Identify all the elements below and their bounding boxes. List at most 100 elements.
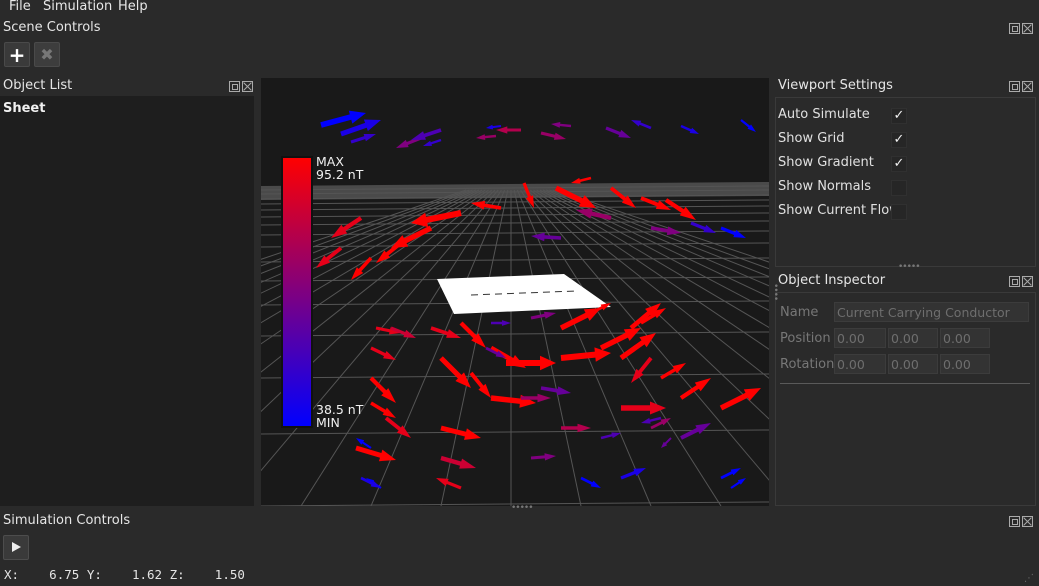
viewport-settings-title: Viewport Settings — [778, 78, 893, 93]
y-value: 1.62 — [131, 567, 163, 582]
float-icon[interactable] — [1009, 81, 1020, 92]
close-icon[interactable] — [1022, 276, 1033, 287]
show-normals-checkbox[interactable] — [891, 180, 907, 196]
grid-line — [539, 189, 769, 312]
play-button[interactable] — [3, 535, 29, 560]
field-arrow — [531, 232, 562, 242]
grid-line — [555, 189, 769, 263]
rotation-x-field[interactable]: 0.00 — [834, 354, 886, 374]
field-arrow — [496, 126, 521, 134]
x-value: 6.75 — [49, 567, 80, 582]
field-arrow — [605, 126, 631, 138]
field-arrow — [551, 122, 572, 128]
size-grip[interactable]: ⋰ — [1024, 573, 1034, 584]
legend-max-label: MAX — [316, 154, 344, 169]
close-icon[interactable] — [242, 81, 253, 92]
field-arrow — [719, 388, 761, 411]
gradient-legend-bar — [281, 156, 313, 428]
viewport-settings-panel: Auto Simulate ✓ Show Grid ✓ Show Gradien… — [775, 97, 1036, 267]
field-arrow — [660, 363, 686, 380]
field-arrow — [440, 455, 476, 469]
field-arrow — [360, 476, 381, 488]
field-arrow — [340, 119, 381, 137]
add-object-button[interactable]: + — [4, 42, 30, 67]
field-arrow — [554, 185, 596, 208]
float-icon[interactable] — [1009, 23, 1020, 34]
auto-simulate-checkbox[interactable]: ✓ — [891, 108, 907, 124]
show-gradient-label: Show Gradient — [778, 155, 874, 170]
field-arrow — [690, 221, 716, 233]
field-arrow — [486, 124, 502, 130]
grid-line — [529, 189, 769, 379]
grid-line — [261, 189, 489, 345]
grid-line — [513, 189, 582, 506]
position-y-field[interactable]: 0.00 — [888, 328, 938, 348]
grid-line — [261, 373, 769, 379]
menu-help[interactable]: Help — [118, 0, 148, 14]
splitter-handle[interactable]: ••••• — [898, 262, 921, 272]
field-arrow — [316, 246, 343, 268]
menu-simulation[interactable]: Simulation — [43, 0, 113, 14]
grid-line — [261, 189, 496, 413]
field-arrow — [609, 186, 636, 208]
y-label: Y: — [86, 567, 102, 582]
field-arrow — [619, 333, 656, 361]
simulation-controls-dock-buttons — [1009, 516, 1033, 527]
object-list: Sheet — [0, 96, 254, 506]
grid-line — [261, 194, 769, 200]
field-arrow — [590, 303, 611, 315]
float-icon[interactable] — [1009, 276, 1020, 287]
menu-file[interactable]: File — [9, 0, 31, 14]
close-icon[interactable] — [1022, 81, 1033, 92]
show-gradient-checkbox[interactable]: ✓ — [891, 156, 907, 172]
field-arrow — [661, 437, 672, 448]
field-arrows — [316, 110, 761, 490]
field-arrow — [680, 124, 699, 134]
grid-line — [261, 189, 470, 267]
grid-line — [533, 189, 769, 350]
field-arrow — [355, 445, 396, 462]
rotation-y-field[interactable]: 0.00 — [888, 354, 938, 374]
show-current-flow-checkbox[interactable] — [891, 204, 907, 220]
object-list-title: Object List — [3, 78, 73, 93]
rotation-z-field[interactable]: 0.00 — [940, 354, 990, 374]
float-icon[interactable] — [229, 81, 240, 92]
field-arrow — [331, 216, 363, 238]
field-arrow — [631, 356, 653, 383]
splitter-handle[interactable]: ••••• — [511, 503, 534, 513]
field-arrow — [471, 200, 502, 210]
splitter-handle[interactable]: •••• — [770, 283, 780, 301]
field-arrow — [650, 226, 681, 236]
name-field[interactable]: Current Carrying Conductor — [834, 302, 1029, 322]
show-grid-checkbox[interactable]: ✓ — [891, 132, 907, 148]
position-z-field[interactable]: 0.00 — [940, 328, 990, 348]
close-icon[interactable] — [1022, 516, 1033, 527]
field-arrow — [664, 198, 696, 220]
field-arrow — [390, 326, 416, 338]
remove-object-button[interactable]: ✖ — [34, 42, 60, 67]
field-arrow — [571, 176, 592, 184]
field-arrow — [376, 241, 403, 263]
viewport-3d[interactable]: MAX 95.2 nT 38.5 nT MIN — [261, 78, 769, 506]
field-arrow — [640, 196, 671, 210]
z-label: Z: — [169, 567, 185, 582]
field-arrow — [631, 120, 652, 130]
position-x-field[interactable]: 0.00 — [834, 328, 886, 348]
object-list-dock-buttons — [229, 81, 253, 92]
field-arrow — [320, 110, 366, 128]
close-icon[interactable] — [1022, 23, 1033, 34]
field-arrow — [720, 468, 741, 480]
field-arrow — [440, 425, 481, 440]
grid-line — [261, 429, 769, 435]
grid-line — [546, 189, 769, 287]
field-arrow — [384, 416, 411, 438]
sheet-conductor — [437, 274, 611, 314]
field-arrow — [370, 401, 396, 418]
x-label: X: — [4, 567, 20, 582]
list-item[interactable]: Sheet — [3, 101, 46, 116]
x-icon: ✖ — [40, 45, 54, 64]
field-arrow — [740, 119, 756, 132]
legend-min-value: 38.5 nT — [316, 402, 364, 417]
float-icon[interactable] — [1009, 516, 1020, 527]
grid-line — [300, 189, 502, 506]
